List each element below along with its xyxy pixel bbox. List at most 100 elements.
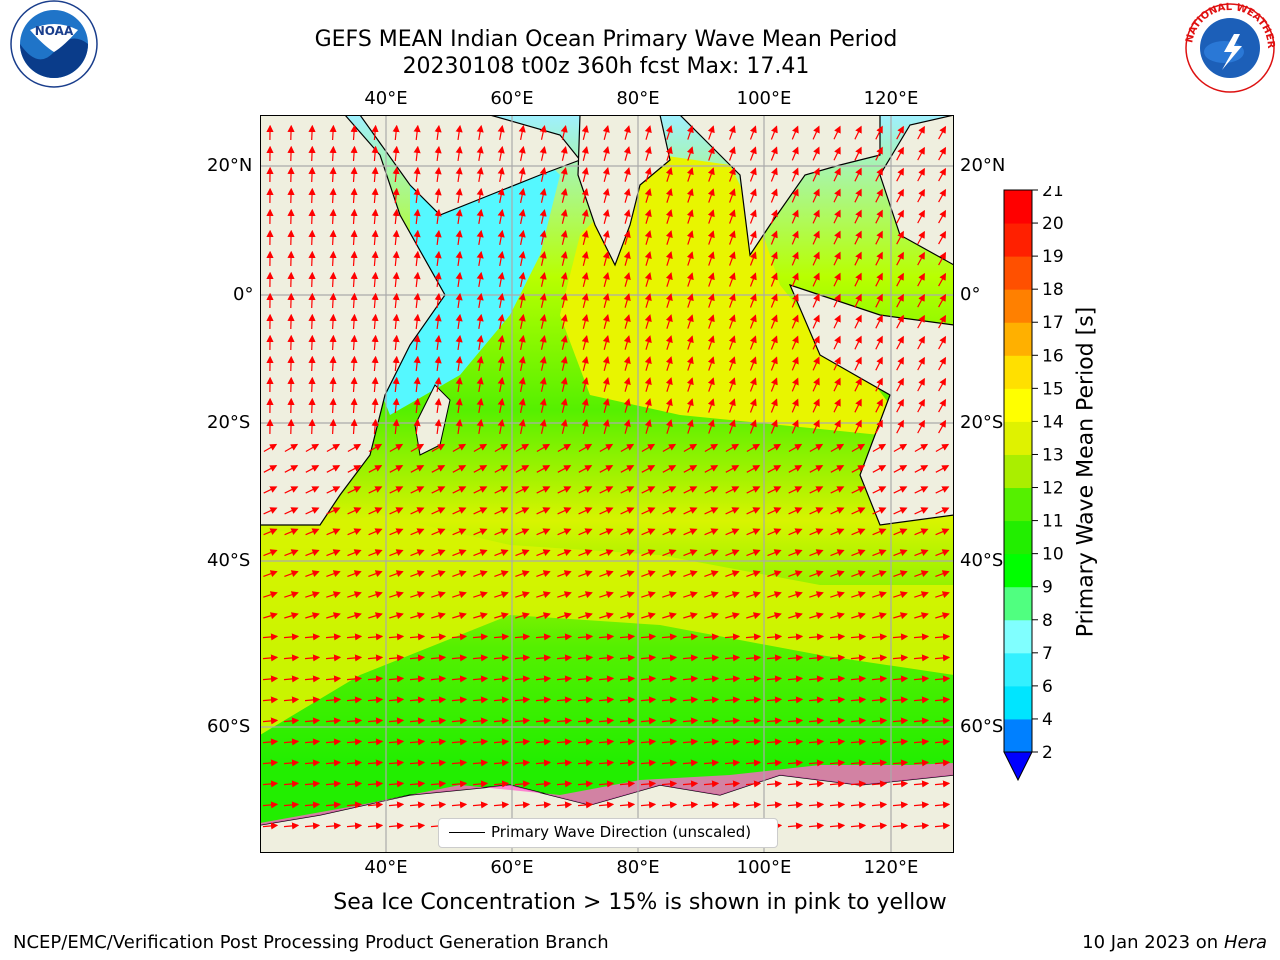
wave-arrow: [850, 801, 867, 809]
wave-arrow: [808, 654, 825, 662]
wave-arrow: [455, 208, 463, 224]
wave-arrow: [515, 443, 530, 453]
colorbar-tick-label: 9: [1042, 578, 1053, 598]
wave-arrow: [497, 145, 505, 162]
australia-landmass: [788, 284, 954, 526]
wave-arrow: [284, 612, 299, 620]
wave-arrow: [455, 250, 463, 266]
wave-arrow: [662, 465, 677, 473]
wave-arrow: [791, 167, 799, 182]
wave-arrow: [409, 759, 426, 767]
wave-arrow: [304, 780, 321, 788]
wave-arrow: [808, 759, 825, 767]
wave-arrow: [623, 209, 631, 224]
wave-arrow: [581, 377, 589, 392]
wave-arrow: [325, 654, 342, 662]
wave-arrow: [770, 272, 778, 287]
wave-arrow: [917, 251, 925, 266]
wave-arrow: [515, 570, 530, 578]
colorbar-segment: [1004, 553, 1032, 588]
wave-arrow: [350, 271, 358, 288]
colorbar-label: Primary Wave Mean Period [s]: [1073, 306, 1099, 638]
wave-arrow: [854, 230, 862, 245]
wave-arrow: [746, 591, 761, 599]
wave-arrow: [724, 633, 741, 641]
legend-line-icon: [449, 832, 485, 833]
wave-arrow: [619, 696, 636, 704]
wave-arrow: [518, 187, 526, 204]
wave-arrow: [913, 780, 930, 788]
wave-arrow: [389, 549, 404, 557]
wave-arrow: [346, 696, 363, 704]
wave-arrow: [452, 549, 467, 557]
wave-arrow: [665, 251, 673, 266]
wave-arrow: [808, 738, 825, 746]
wave-arrow: [556, 654, 573, 662]
wave-arrow: [703, 759, 720, 767]
wave-arrow: [329, 292, 337, 309]
wave-arrow: [787, 633, 804, 641]
wave-arrow: [308, 313, 316, 330]
wave-arrow: [347, 612, 362, 620]
wave-arrow: [434, 397, 442, 413]
wave-arrow: [788, 570, 803, 578]
wave-arrow: [431, 443, 446, 453]
wave-arrow: [602, 293, 610, 308]
wave-arrow: [935, 570, 950, 578]
wave-arrow: [451, 675, 468, 683]
wave-arrow: [413, 250, 421, 267]
wave-arrow: [791, 272, 799, 287]
wave-arrow: [263, 465, 278, 473]
wave-arrow: [623, 272, 631, 287]
wave-arrow: [851, 443, 866, 453]
chart-subtitle: 20230108 t00z 360h fcst Max: 17.41: [402, 54, 810, 79]
wave-arrow: [535, 696, 552, 704]
wave-arrow: [599, 507, 614, 515]
wave-arrow: [476, 418, 484, 435]
wave-arrow: [413, 418, 421, 435]
wave-arrow: [515, 465, 530, 473]
wave-arrow: [350, 166, 358, 183]
wave-arrow: [791, 419, 799, 434]
wave-arrow: [662, 486, 677, 494]
wave-arrow: [409, 717, 426, 725]
wave-arrow: [367, 696, 384, 704]
wave-arrow: [662, 528, 677, 536]
wave-arrow: [368, 465, 383, 473]
wave-arrow: [388, 696, 405, 704]
wave-arrow: [749, 146, 757, 161]
colorbar-segment: [1004, 619, 1032, 654]
wave-arrow: [809, 549, 824, 557]
wave-arrow: [893, 486, 908, 494]
wave-arrow: [833, 356, 841, 371]
wave-arrow: [308, 187, 316, 204]
wave-arrow: [455, 292, 463, 308]
noaa-logo: NOAA: [10, 0, 98, 88]
wave-arrow: [581, 293, 589, 308]
wave-arrow: [371, 250, 379, 267]
wave-arrow: [389, 486, 404, 494]
wave-arrow: [493, 675, 510, 683]
wave-arrow: [875, 314, 883, 329]
wave-arrow: [623, 146, 631, 161]
wave-arrow: [347, 486, 362, 494]
wave-arrow: [724, 780, 741, 788]
wave-arrow: [662, 443, 677, 453]
wave-arrow: [539, 230, 547, 245]
wave-arrow: [367, 675, 384, 683]
wave-direction-arrows: [262, 124, 951, 830]
wave-arrow: [368, 486, 383, 494]
wave-arrow: [283, 696, 300, 704]
wave-arrow: [434, 250, 442, 266]
wave-arrow: [724, 717, 741, 725]
wave-arrow: [766, 696, 783, 704]
wave-arrow: [641, 486, 656, 494]
left-label-1: 0°: [233, 284, 254, 305]
wave-arrow: [809, 612, 824, 620]
wave-arrow: [388, 801, 405, 809]
wave-arrow: [493, 654, 510, 662]
wave-arrow: [434, 229, 442, 245]
wave-arrow: [938, 230, 946, 245]
wave-arrow: [871, 759, 888, 767]
wave-arrow: [539, 419, 547, 434]
